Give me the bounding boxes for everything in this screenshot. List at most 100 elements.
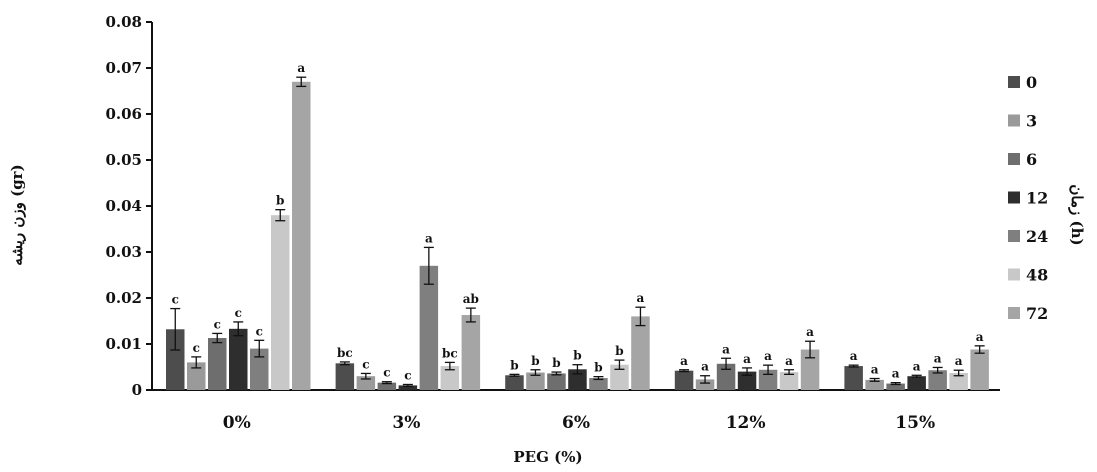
significance-label: c: [193, 341, 200, 355]
significance-label: a: [743, 352, 751, 366]
bar: [928, 370, 947, 390]
bar: [419, 265, 439, 390]
bar: [865, 379, 884, 390]
bar: [949, 372, 968, 390]
bar: [229, 328, 248, 390]
significance-label: a: [297, 61, 305, 75]
bar: [166, 329, 185, 390]
significance-label: b: [510, 358, 518, 372]
bar: [631, 316, 650, 390]
legend-title: زمان (h): [1068, 184, 1086, 245]
legend-label: 6: [1026, 150, 1037, 169]
significance-label: a: [680, 354, 688, 368]
y-tick-label: 0.01: [105, 335, 142, 353]
significance-label: bc: [442, 346, 458, 360]
y-ticks: 0 0.01 0.02 0.03 0.04 0.05 0.06 0.07 0.08: [105, 13, 152, 399]
x-category-label: 0%: [223, 413, 251, 433]
legend-label: 0: [1026, 73, 1037, 92]
bar: [440, 366, 460, 390]
legend-swatch: [1008, 76, 1020, 88]
significance-label: a: [976, 330, 984, 344]
legend-label: 3: [1026, 112, 1037, 131]
bar: [292, 81, 311, 391]
significance-label: a: [701, 360, 709, 374]
legend-swatch: [1008, 114, 1020, 127]
bar: [505, 375, 524, 390]
bar: [547, 373, 566, 390]
bar: [737, 371, 757, 390]
bar: [335, 363, 355, 390]
significance-label: ab: [463, 292, 479, 306]
significance-label: c: [214, 317, 221, 331]
significance-label: b: [594, 361, 602, 375]
y-tick-label: 0.07: [105, 59, 142, 77]
significance-label: c: [235, 306, 242, 320]
bar: [907, 376, 926, 390]
x-categories: 0% 3% 6% 12% 15%: [223, 413, 935, 433]
legend-swatch: [1008, 230, 1020, 242]
significance-label: a: [913, 359, 921, 373]
bar: [356, 376, 376, 390]
significance-label: c: [404, 368, 411, 382]
legend-label: 24: [1026, 227, 1048, 246]
significance-label: b: [573, 349, 581, 363]
bar: [800, 349, 820, 390]
bar: [695, 379, 715, 390]
significance-label: c: [362, 357, 369, 371]
significance-label: b: [552, 356, 560, 370]
bar: [377, 382, 397, 390]
significance-label: c: [383, 366, 390, 380]
y-tick-label: 0.02: [105, 289, 142, 307]
significance-label: a: [850, 349, 858, 363]
x-axis-title: PEG (%): [513, 448, 582, 466]
significance-label: c: [256, 324, 263, 338]
y-tick-label: 0.06: [105, 105, 142, 123]
y-tick-label: 0.03: [105, 243, 142, 261]
bar: [398, 385, 418, 390]
significance-label: c: [172, 293, 179, 307]
y-tick-label: 0.04: [105, 197, 142, 215]
bar: [674, 370, 694, 390]
significance-label: a: [425, 231, 433, 245]
x-category-label: 15%: [895, 413, 935, 433]
significance-label: b: [531, 354, 539, 368]
bar: [526, 372, 545, 390]
bar: [250, 348, 269, 390]
y-tick-label: 0.05: [105, 151, 142, 169]
y-axis-title: وزن ریشه (gr): [8, 164, 26, 265]
significance-label: a: [722, 342, 730, 356]
legend-swatch: [1008, 307, 1020, 319]
bar: [844, 366, 863, 390]
significance-label: a: [871, 363, 879, 377]
significance-label: a: [785, 354, 793, 368]
y-tick-label: 0.08: [105, 13, 142, 31]
significance-label: a: [955, 354, 963, 368]
bar: [589, 378, 608, 390]
bar: [779, 372, 799, 390]
bar: [187, 362, 206, 390]
legend-swatch: [1008, 191, 1020, 204]
significance-label: a: [934, 351, 942, 365]
legend-swatch: [1008, 268, 1020, 281]
legend-label: 72: [1026, 304, 1048, 323]
legend: 0 3 6 12 24 48 72: [1008, 73, 1048, 323]
significance-label: b: [615, 344, 623, 358]
significance-label: a: [764, 349, 772, 363]
bar: [716, 363, 736, 390]
legend-label: 12: [1026, 189, 1048, 208]
y-tick-label: 0: [132, 381, 142, 399]
bar: [208, 338, 227, 390]
bar: [610, 364, 629, 390]
legend-label: 48: [1026, 266, 1048, 285]
significance-label: a: [806, 325, 814, 339]
x-category-label: 3%: [392, 413, 420, 433]
bar: [461, 315, 481, 390]
significance-label: b: [276, 194, 284, 208]
significance-label: a: [892, 367, 900, 381]
x-category-label: 12%: [726, 413, 766, 433]
legend-swatch: [1008, 153, 1020, 165]
bar: [886, 383, 905, 390]
x-category-label: 6%: [562, 413, 590, 433]
